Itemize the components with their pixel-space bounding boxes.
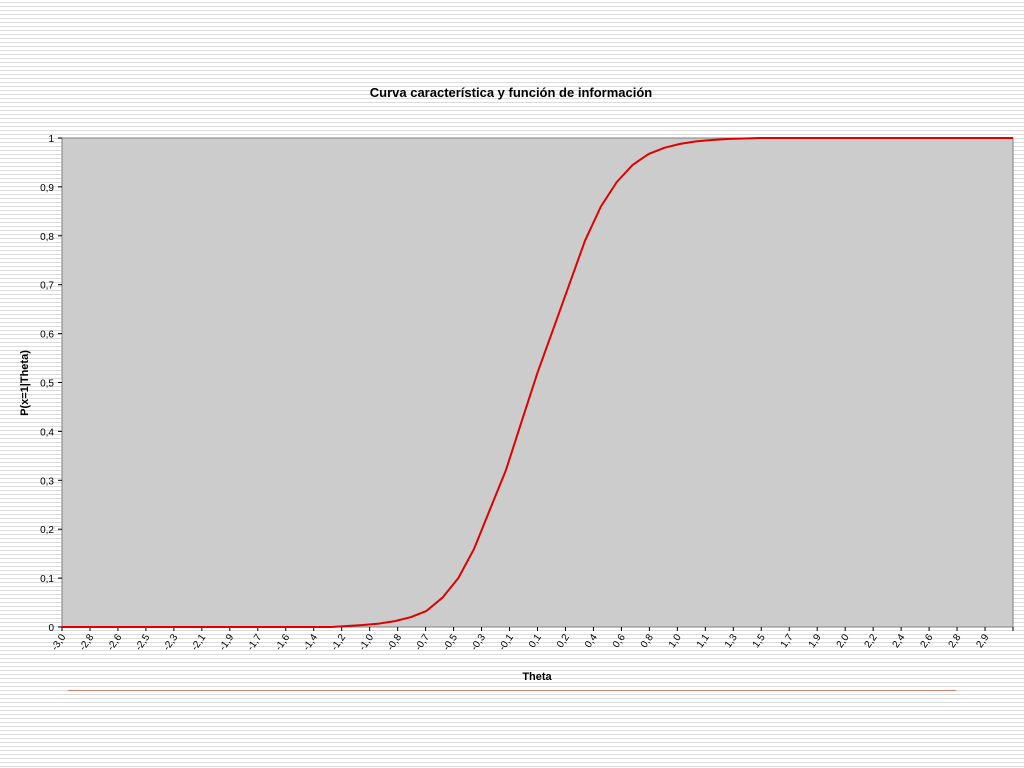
- x-tick-label: -0,8: [385, 632, 404, 653]
- x-tick-label: -2,8: [78, 632, 97, 653]
- x-tick-label: 1,0: [667, 632, 684, 650]
- x-tick-label: 2,0: [835, 632, 852, 650]
- x-tick-label: 2,2: [863, 632, 880, 650]
- y-tick-label: 0,2: [40, 525, 54, 536]
- series-group: [62, 137, 1013, 628]
- y-tick-label: 0,5: [40, 379, 54, 390]
- x-tick-label: -2,1: [189, 632, 208, 653]
- x-tick-label: 2,4: [891, 632, 908, 650]
- chart-title: Curva característica y función de inform…: [370, 85, 653, 100]
- x-tick-label: 0,4: [583, 632, 600, 650]
- x-tick-label: 2,9: [974, 632, 991, 650]
- x-tick-label: -1,7: [245, 632, 264, 653]
- x-tick-label: -1,4: [301, 632, 320, 653]
- footer-divider: [68, 690, 956, 691]
- x-tick-label: -2,6: [106, 632, 125, 653]
- x-tick-label: -3,0: [50, 632, 69, 653]
- x-tick-label: 1,1: [695, 632, 712, 650]
- x-axis-label: Theta: [522, 671, 552, 683]
- y-tick-label: 0,7: [40, 281, 54, 292]
- x-tick-label: 0,6: [611, 632, 628, 650]
- x-tick-label: 2,8: [947, 632, 964, 650]
- x-tick-label: -0,3: [469, 632, 488, 653]
- x-tick-label: 2,6: [919, 632, 936, 650]
- x-tick-label: -1,2: [329, 632, 348, 653]
- y-tick-label: 0: [48, 623, 54, 634]
- y-tick-label: 0,4: [40, 427, 54, 438]
- y-tick-label: 0,8: [40, 232, 54, 243]
- x-tick-label: 1,9: [807, 632, 824, 650]
- y-tick-label: 0,6: [40, 330, 54, 341]
- x-tick-label: -0,7: [413, 632, 432, 653]
- series-line: [62, 137, 1013, 628]
- plot-area: [61, 137, 1014, 628]
- y-axis: 0 0,1 0,2 0,3 0,4 0,5 0,6 0,7 0,8 0,9 1: [40, 134, 62, 634]
- x-axis: -3,0 -2,8 -2,6 -2,5 -2,3 -2,1 -1,9 -1,7 -1,6 -1,4…: [50, 627, 1014, 653]
- x-tick-label: -1,9: [217, 632, 236, 653]
- x-tick-label: 0,8: [639, 632, 656, 650]
- y-tick-label: 0,3: [40, 476, 54, 487]
- x-tick-label: -0,5: [441, 632, 460, 653]
- x-tick-label: 1,7: [779, 632, 796, 650]
- y-tick-label: 1: [48, 134, 54, 145]
- x-tick-label: -2,5: [133, 632, 152, 653]
- x-tick-label: -0,1: [497, 632, 516, 653]
- x-tick-label: -1,6: [273, 632, 292, 653]
- y-tick-label: 0,1: [40, 574, 54, 585]
- x-tick-label: -2,3: [161, 632, 180, 653]
- y-tick-label: 0,9: [40, 183, 54, 194]
- x-tick-label: 0,1: [527, 632, 544, 650]
- x-tick-label: 1,5: [751, 632, 768, 650]
- x-tick-label: -1,0: [357, 632, 376, 653]
- y-axis-label: P(x=1|Theta): [19, 350, 31, 416]
- x-tick-label: 1,3: [723, 632, 740, 650]
- x-tick-label: 0,2: [555, 632, 572, 650]
